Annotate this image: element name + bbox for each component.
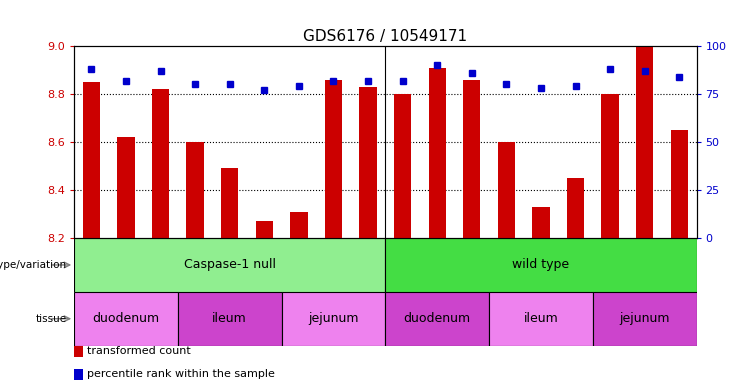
Text: genotype/variation: genotype/variation — [0, 260, 67, 270]
Bar — [74, 292, 178, 346]
Text: percentile rank within the sample: percentile rank within the sample — [87, 369, 275, 379]
Bar — [117, 137, 135, 238]
Bar — [636, 46, 654, 238]
Bar — [532, 207, 550, 238]
Bar — [428, 68, 446, 238]
Bar — [463, 80, 480, 238]
Bar — [256, 221, 273, 238]
Bar — [489, 292, 593, 346]
Bar — [74, 238, 385, 292]
Text: ileum: ileum — [524, 312, 558, 325]
Bar — [385, 292, 489, 346]
Text: jejunum: jejunum — [308, 312, 359, 325]
Bar — [83, 82, 100, 238]
Bar — [178, 292, 282, 346]
Bar — [290, 212, 308, 238]
Text: duodenum: duodenum — [93, 312, 159, 325]
Text: wild type: wild type — [512, 258, 570, 271]
Bar — [152, 89, 169, 238]
Text: jejunum: jejunum — [619, 312, 670, 325]
Bar — [394, 94, 411, 238]
Bar — [359, 87, 376, 238]
Title: GDS6176 / 10549171: GDS6176 / 10549171 — [303, 28, 468, 43]
Bar — [187, 142, 204, 238]
Text: tissue: tissue — [36, 314, 67, 324]
Bar — [671, 130, 688, 238]
Bar — [282, 292, 385, 346]
Bar — [221, 169, 239, 238]
Text: ileum: ileum — [213, 312, 247, 325]
Text: Caspase-1 null: Caspase-1 null — [184, 258, 276, 271]
Bar — [325, 80, 342, 238]
Text: transformed count: transformed count — [87, 346, 190, 356]
Bar — [567, 178, 584, 238]
Bar — [385, 238, 697, 292]
Text: duodenum: duodenum — [404, 312, 471, 325]
Bar — [593, 292, 697, 346]
Bar — [602, 94, 619, 238]
Bar — [498, 142, 515, 238]
